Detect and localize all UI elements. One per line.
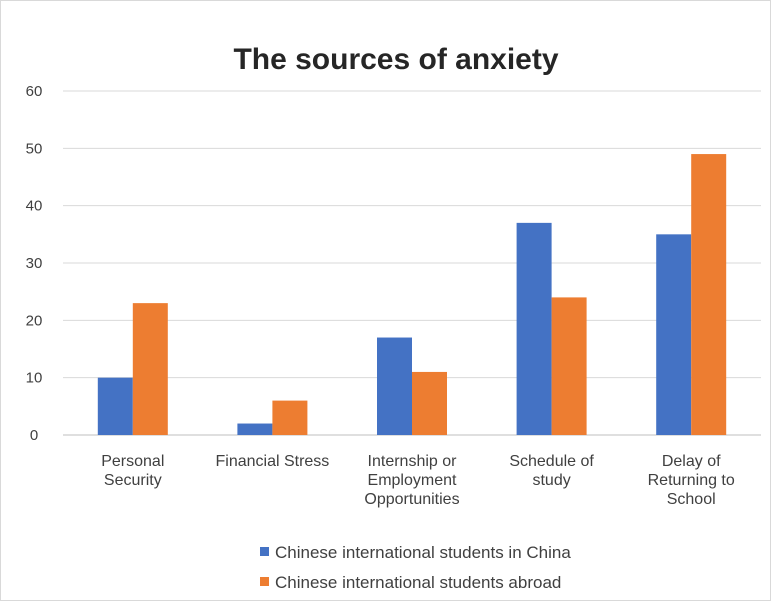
legend-label: Chinese international students abroad (275, 573, 561, 592)
legend-swatch (260, 577, 269, 586)
bar-in-china (377, 337, 412, 435)
legend: Chinese international students in China C… (260, 543, 571, 592)
legend-label: Chinese international students in China (275, 543, 571, 562)
x-category-label: Internship or Employment Opportunities (364, 453, 459, 508)
bar-in-china (656, 234, 692, 435)
chart-title: The sources of anxiety (233, 43, 558, 76)
y-tick-label: 40 (26, 198, 43, 215)
bar-in-china (516, 222, 552, 435)
y-axis-ticks: 0 10 20 30 40 50 60 (26, 83, 43, 444)
bar-in-china (237, 423, 273, 435)
bar-abroad (132, 303, 168, 435)
x-category-label: Schedule of study (509, 453, 594, 489)
bar-abroad (412, 371, 447, 435)
gridlines (63, 90, 761, 436)
bar-in-china (97, 377, 133, 435)
y-tick-label: 20 (26, 312, 43, 329)
x-category-label: Financial Stress (215, 453, 329, 470)
y-tick-label: 30 (26, 255, 43, 272)
x-category-label: Personal Security (101, 453, 164, 489)
y-tick-label: 10 (26, 370, 43, 387)
y-tick-label: 60 (26, 83, 43, 100)
bar-abroad (272, 400, 308, 435)
bar-abroad (691, 154, 727, 436)
bars (97, 154, 727, 436)
y-tick-label: 0 (30, 427, 38, 444)
bar-abroad (551, 297, 587, 435)
y-tick-label: 50 (26, 140, 43, 157)
x-category-label: Delay of Returning to School (648, 453, 735, 508)
legend-swatch (260, 547, 269, 556)
x-axis-categories: Personal Security Financial Stress Internsh… (101, 453, 735, 508)
